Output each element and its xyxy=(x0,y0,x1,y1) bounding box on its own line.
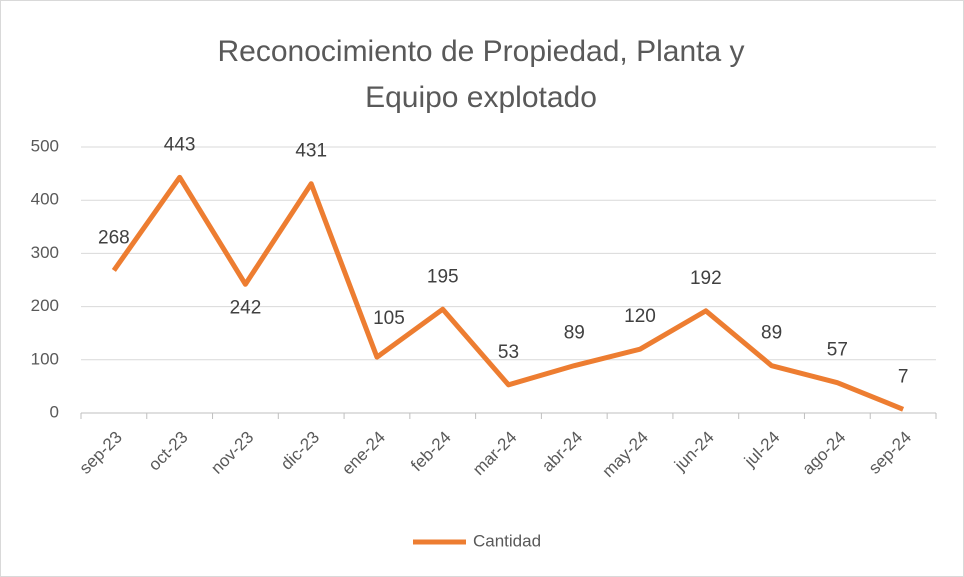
y-tick-label: 500 xyxy=(31,136,59,155)
data-label: 89 xyxy=(761,323,782,344)
data-label: 57 xyxy=(827,340,848,361)
data-label: 120 xyxy=(624,306,656,327)
data-label: 7 xyxy=(898,366,909,387)
line-series xyxy=(111,174,905,412)
data-label: 192 xyxy=(690,268,722,289)
x-tick-label: ago-24 xyxy=(798,428,849,479)
data-label: 53 xyxy=(498,342,519,363)
data-label: 431 xyxy=(295,141,327,162)
data-label: 242 xyxy=(230,297,262,318)
x-tick-label: sep-24 xyxy=(865,428,915,478)
data-label: 195 xyxy=(427,266,459,287)
x-tick-label: feb-24 xyxy=(407,428,455,476)
x-tick-label: may-24 xyxy=(599,428,653,482)
x-tick-label: sep-23 xyxy=(76,428,126,478)
data-label: 105 xyxy=(373,308,405,329)
chart-title: Reconocimiento de Propiedad, Planta y Eq… xyxy=(217,35,745,114)
x-tick-label: ene-24 xyxy=(338,428,389,479)
y-tick-label: 300 xyxy=(31,243,59,262)
y-tick-label: 200 xyxy=(31,296,59,315)
data-label: 89 xyxy=(564,323,585,344)
y-tick-label: 0 xyxy=(50,402,59,421)
x-tick-label: nov-23 xyxy=(207,428,257,478)
x-tick-label: jun-24 xyxy=(670,428,718,476)
x-tick-label: mar-24 xyxy=(469,428,521,480)
x-tick-label: jul-24 xyxy=(740,428,784,472)
y-tick-label: 100 xyxy=(31,349,59,368)
x-tick-label: abr-24 xyxy=(538,428,586,476)
data-label: 268 xyxy=(98,227,130,248)
x-tick-label: oct-23 xyxy=(145,428,192,475)
y-tick-label: 400 xyxy=(31,190,59,209)
x-tick-label: dic-23 xyxy=(277,428,323,474)
legend-label: Cantidad xyxy=(473,531,541,550)
data-label: 443 xyxy=(164,134,196,155)
